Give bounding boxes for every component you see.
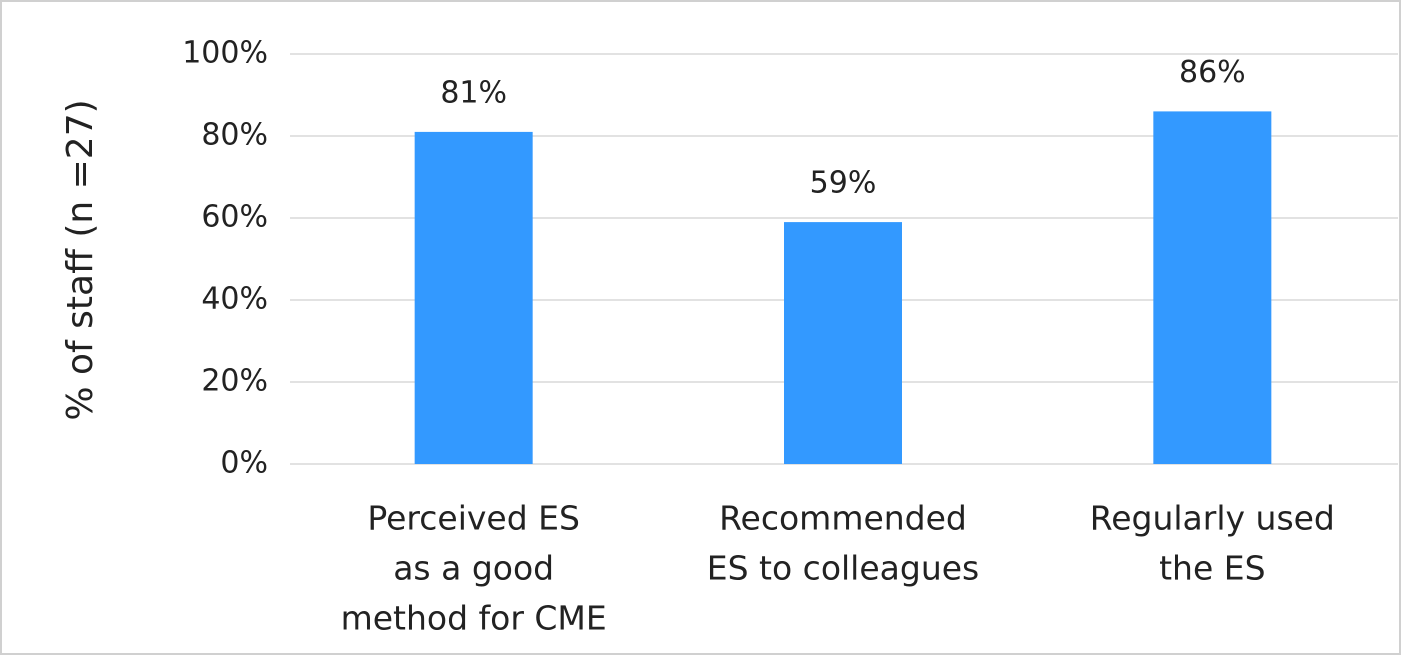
x-tick-label: ES to colleagues [707, 549, 979, 588]
bar [1153, 111, 1272, 465]
bar [784, 222, 902, 464]
y-tick-label: 0% [220, 446, 268, 481]
x-tick-label: the ES [1159, 549, 1265, 588]
y-tick-label: 80% [201, 118, 268, 153]
value-label: 86% [1179, 55, 1246, 90]
x-tick-label: method for CME [341, 599, 607, 638]
bar [414, 131, 533, 464]
y-axis-title: % of staff (n =27) [60, 99, 101, 420]
value-label: 81% [440, 75, 507, 110]
x-tick-label: Recommended [719, 499, 967, 538]
y-tick-label: 60% [201, 200, 268, 235]
x-tick-label: Perceived ES [367, 499, 580, 538]
value-label: 59% [810, 166, 877, 201]
x-tick-label: as a good [393, 549, 554, 588]
y-tick-label: 20% [201, 364, 268, 399]
y-tick-label: 100% [182, 36, 268, 71]
y-tick-label: 40% [201, 282, 268, 317]
x-tick-label: Regularly used [1090, 499, 1335, 538]
